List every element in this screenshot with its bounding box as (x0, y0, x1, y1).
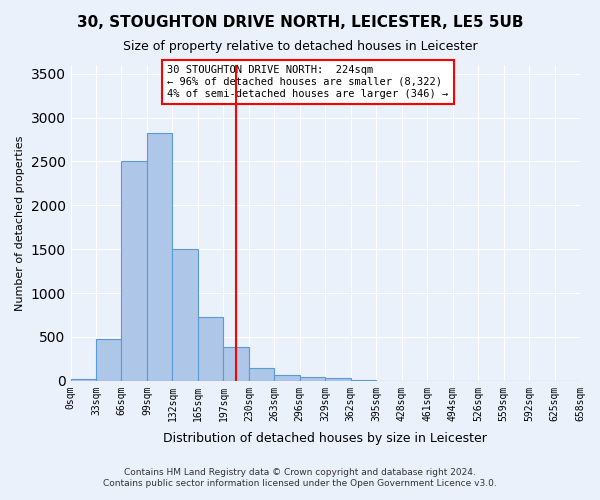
Bar (249, 368, 274, 381)
Bar (71, 379, 96, 381)
Bar (121, 162, 147, 381)
Text: 30 STOUGHTON DRIVE NORTH:  224sqm
← 96% of detached houses are smaller (8,322)
4: 30 STOUGHTON DRIVE NORTH: 224sqm ← 96% o… (167, 66, 449, 98)
Bar (300, 377, 325, 381)
Bar (274, 374, 300, 381)
Bar (147, 134, 172, 381)
Bar (223, 348, 249, 381)
Bar (172, 249, 198, 381)
Y-axis label: Number of detached properties: Number of detached properties (15, 135, 25, 310)
Text: Contains HM Land Registry data © Crown copyright and database right 2024.
Contai: Contains HM Land Registry data © Crown c… (103, 468, 497, 487)
Text: Size of property relative to detached houses in Leicester: Size of property relative to detached ho… (122, 40, 478, 53)
Bar (96, 338, 121, 381)
X-axis label: Distribution of detached houses by size in Leicester: Distribution of detached houses by size … (163, 432, 487, 445)
Bar (325, 378, 351, 381)
Text: 30, STOUGHTON DRIVE NORTH, LEICESTER, LE5 5UB: 30, STOUGHTON DRIVE NORTH, LEICESTER, LE… (77, 15, 523, 30)
Bar (198, 316, 223, 381)
